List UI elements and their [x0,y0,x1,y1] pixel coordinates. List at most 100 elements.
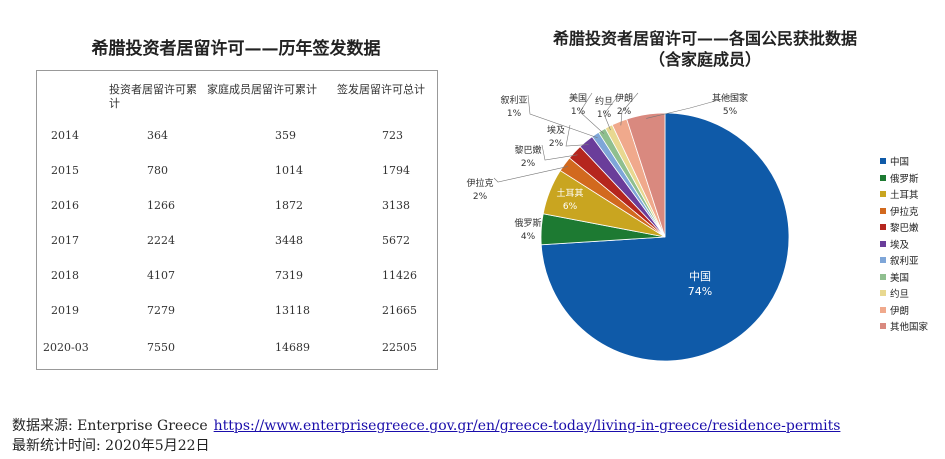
table-header-3: 签发居留许可总计 [337,83,425,96]
table-row-label: 2014 [51,129,79,142]
slice-value-label: 1% [571,107,586,117]
source-line: 数据来源: Enterprise Greece https://www.enter… [12,416,840,436]
slice-value-label: 2% [473,192,488,202]
legend-item: 俄罗斯 [880,170,928,187]
legend-item: 其他国家 [880,318,928,335]
source-name: : Enterprise Greece [68,418,208,434]
table-cell: 14689 [275,341,310,354]
pie-chart-title-block: 希腊投资者居留许可——各国公民获批数据 （含家庭成员） [470,28,940,70]
legend-swatch [880,158,886,165]
table-cell: 723 [382,129,403,142]
legend-label: 其他国家 [890,322,929,334]
table-cell: 7279 [147,304,175,317]
slice-value-label: 74% [688,285,712,298]
table-row-label: 2016 [51,199,79,212]
table-cell: 1266 [147,199,175,212]
table-title: 希腊投资者居留许可——历年签发数据 [91,39,381,59]
table-cell: 21665 [382,304,417,317]
source-block: 数据来源: Enterprise Greece https://www.enter… [12,416,840,456]
legend-item: 中国 [880,153,928,170]
slice-value-label: 4% [521,232,536,242]
leader-line [620,92,639,126]
slice-name-label: 叙利亚 [500,94,527,106]
pie-chart-subtitle: （含家庭成员） [648,50,761,69]
legend-label: 约旦 [890,289,910,301]
legend-swatch [880,290,886,297]
legend-swatch [880,273,886,280]
legend-swatch [880,224,886,231]
legend-swatch [880,207,886,214]
slice-name-label: 中国 [689,270,711,283]
updated-date: : 2020年5月22日 [96,438,210,454]
slice-value-label: 2% [521,159,536,169]
legend-item: 伊拉克 [880,203,928,220]
legend-item: 黎巴嫩 [880,219,928,236]
table-cell: 359 [275,129,296,142]
legend-label: 中国 [890,157,910,169]
table-header-2: 家庭成员居留许可累计 [207,83,317,96]
slice-name-label: 伊朗 [615,92,633,104]
slice-value-label: 6% [563,202,578,212]
table-row-label: 2019 [51,304,79,317]
table-header-1: 投资者居留许可累计 [109,83,197,110]
slice-value-label: 1% [507,109,522,119]
source-label: 数据来源 [12,418,68,434]
leader-line [565,124,589,147]
legend-label: 叙利亚 [890,256,919,268]
legend-item: 美国 [880,269,928,286]
slice-value-label: 1% [597,110,612,120]
table-cell: 2224 [147,234,175,247]
legend-item: 叙利亚 [880,252,928,269]
table-cell: 5672 [382,234,410,247]
table-cell: 3138 [382,199,410,212]
pie-legend: 中国俄罗斯土耳其 伊拉克黎巴嫩埃及叙利亚美国约旦伊朗其他国家 [880,153,928,335]
slice-name-label: 美国 [569,92,587,104]
pie-slice [626,112,666,238]
table-row-label: 2018 [51,269,79,282]
table-cell: 22505 [382,341,417,354]
legend-label: 土耳其 [890,190,919,202]
legend-swatch [880,174,886,181]
slice-name-label: 约旦 [595,95,613,107]
legend-item: 伊朗 [880,302,928,319]
slice-value-label: 2% [549,139,564,149]
slice-name-label: 其他国家 [712,92,748,104]
table-cell: 11426 [382,269,417,282]
table-cell: 780 [147,164,168,177]
legend-label: 黎巴嫩 [890,223,919,235]
pie-chart-title: 希腊投资者居留许可——各国公民获批数据 [552,29,857,48]
table-row-label: 2020-03 [43,341,89,354]
legend-item: 约旦 [880,285,928,302]
legend-swatch [880,323,886,330]
leader-line [527,94,598,139]
legend-label: 伊朗 [890,305,910,317]
slice-name-label: 埃及 [547,124,565,136]
table-cell: 364 [147,129,168,142]
legend-label: 俄罗斯 [890,173,919,185]
slice-name-label: 俄罗斯 [514,217,541,229]
slice-name-label: 伊拉克 [466,177,493,189]
legend-swatch [880,191,886,198]
leader-line [493,166,568,183]
leader-line [541,144,578,161]
table-cell: 13118 [275,304,310,317]
table-row-label: 2015 [51,164,79,177]
legend-item: 土耳其 [880,186,928,203]
table-cell: 7550 [147,341,175,354]
legend-swatch [880,240,886,247]
legend-swatch [880,306,886,313]
table-cell: 7319 [275,269,303,282]
legend-swatch [880,257,886,264]
source-link[interactable]: https://www.enterprisegreece.gov.gr/en/g… [213,418,841,434]
slice-name-label: 土耳其 [556,187,583,199]
table-cell: 3448 [275,234,303,247]
table-cell: 1872 [275,199,303,212]
table-row-label: 2017 [51,234,79,247]
slice-value-label: 5% [723,107,738,117]
updated-label: 最新统计时间 [12,438,96,454]
legend-label: 美国 [890,272,910,284]
table-cell: 1014 [275,164,303,177]
permit-table: 投资者居留许可累计 家庭成员居留许可累计 签发居留许可总计 2014 364 359 723… [36,70,438,370]
legend-label: 埃及 [890,239,910,251]
updated-line: 最新统计时间: 2020年5月22日 [12,436,840,456]
